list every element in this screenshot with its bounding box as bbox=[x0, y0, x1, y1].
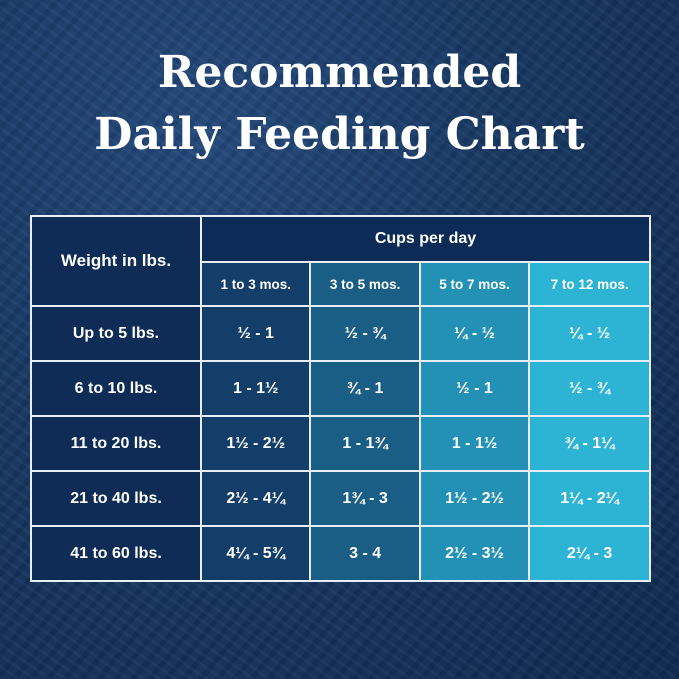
table-row: 11 to 20 lbs. 1½ - 2½ 1 - 1¾ 1 - 1½ ¾ - 1¼ bbox=[30, 415, 651, 472]
cups-value-cell: ½ - ¾ bbox=[309, 305, 421, 362]
cups-value-cell: 4¼ - 5¾ bbox=[199, 525, 312, 582]
cups-value-cell: 3 - 4 bbox=[309, 525, 421, 582]
cups-value-cell: ¾ - 1 bbox=[309, 360, 421, 417]
age-column-header: 7 to 12 mos. bbox=[528, 261, 651, 307]
age-column-header: 1 to 3 mos. bbox=[199, 261, 312, 307]
cups-value-cell: ¼ - ½ bbox=[418, 305, 531, 362]
feeding-table: Weight in lbs. Cups per day 1 to 3 mos. 3… bbox=[30, 215, 651, 582]
cups-value-cell: 1 - 1½ bbox=[199, 360, 312, 417]
weight-header: Weight in lbs. bbox=[30, 215, 202, 307]
cups-value-cell: 1½ - 2½ bbox=[418, 470, 531, 527]
title-line-2: Daily Feeding Chart bbox=[94, 109, 585, 160]
cups-value-cell: 1½ - 2½ bbox=[199, 415, 312, 472]
cups-per-day-header: Cups per day bbox=[200, 215, 651, 263]
weight-label: 6 to 10 lbs. bbox=[30, 360, 202, 417]
cups-value-cell: 1¾ - 3 bbox=[309, 470, 421, 527]
age-column-header: 3 to 5 mos. bbox=[309, 261, 421, 307]
weight-label: Up to 5 lbs. bbox=[30, 305, 202, 362]
cups-value-cell: 1 - 1¾ bbox=[309, 415, 421, 472]
table-row: 41 to 60 lbs. 4¼ - 5¾ 3 - 4 2½ - 3½ 2¼ - 3 bbox=[30, 525, 651, 582]
cups-value-cell: ½ - 1 bbox=[199, 305, 312, 362]
cups-value-cell: 2¼ - 3 bbox=[528, 525, 651, 582]
weight-label: 41 to 60 lbs. bbox=[30, 525, 202, 582]
cups-value-cell: ¾ - 1¼ bbox=[528, 415, 651, 472]
weight-label: 21 to 40 lbs. bbox=[30, 470, 202, 527]
page-title: Recommended Daily Feeding Chart bbox=[0, 42, 679, 166]
cups-value-cell: ½ - ¾ bbox=[528, 360, 651, 417]
cups-value-cell: 1¼ - 2¼ bbox=[528, 470, 651, 527]
cups-value-cell: 2½ - 3½ bbox=[418, 525, 531, 582]
cups-value-cell: ¼ - ½ bbox=[528, 305, 651, 362]
cups-value-cell: ½ - 1 bbox=[418, 360, 531, 417]
age-column-header: 5 to 7 mos. bbox=[418, 261, 531, 307]
cups-value-cell: 1 - 1½ bbox=[418, 415, 531, 472]
table-row: 21 to 40 lbs. 2½ - 4¼ 1¾ - 3 1½ - 2½ 1¼ - 2¼ bbox=[30, 470, 651, 527]
cups-value-cell: 2½ - 4¼ bbox=[199, 470, 312, 527]
title-line-1: Recommended bbox=[157, 47, 522, 98]
weight-label: 11 to 20 lbs. bbox=[30, 415, 202, 472]
